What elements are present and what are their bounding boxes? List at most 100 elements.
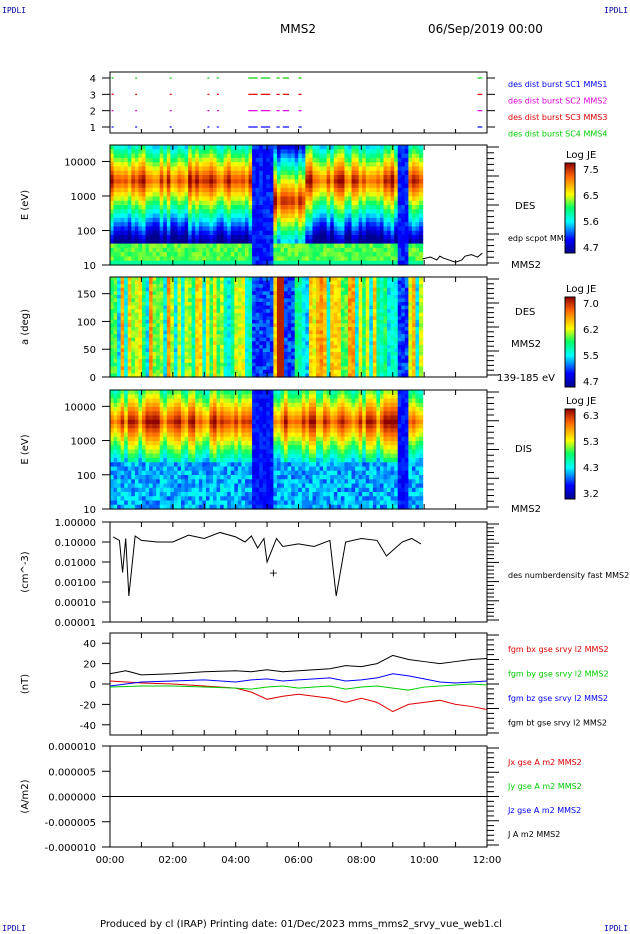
spectrogram-cell	[184, 366, 189, 371]
spectrogram-cell	[255, 243, 260, 249]
spectrogram-cell	[110, 235, 115, 240]
spectrogram-cell	[138, 239, 143, 245]
spectrogram-cell	[237, 348, 243, 353]
spectrogram-cell	[241, 366, 246, 371]
spectrogram-cell	[113, 316, 118, 321]
spectrogram-cell	[237, 287, 243, 292]
spectrogram-cell	[248, 222, 253, 228]
spectrogram-cell	[323, 205, 328, 210]
spectrogram-cell	[159, 355, 164, 360]
spectrogram-cell	[134, 355, 140, 360]
spectrogram-cell	[408, 294, 413, 300]
spectrogram-cell	[170, 309, 175, 314]
spectrogram-cell	[266, 330, 271, 335]
spectrogram-cell	[173, 298, 179, 303]
spectrogram-cell	[117, 213, 122, 219]
spectrogram-cell	[213, 309, 218, 314]
spectrogram-cell	[241, 359, 246, 364]
spectrogram-cell	[227, 179, 232, 185]
spectrogram-cell	[280, 239, 285, 245]
spectrogram-cell	[287, 162, 292, 168]
spectrogram-cell	[177, 334, 182, 339]
spectrogram-cell	[401, 312, 406, 317]
spectrogram-cell	[198, 309, 203, 314]
spectrogram-cell	[259, 166, 264, 172]
spectrogram-cell	[198, 334, 203, 339]
spectrogram-cell	[419, 153, 424, 159]
spectrogram-cell	[124, 362, 129, 367]
spectrogram-cell	[330, 319, 335, 325]
spectrogram-cell	[358, 149, 363, 155]
spectrogram-cell	[316, 337, 321, 342]
spectrogram-cell	[404, 312, 409, 317]
spectrogram-cell	[369, 200, 374, 206]
spectrogram-cell	[326, 175, 331, 180]
spectrogram-cell	[198, 373, 203, 378]
spectrogram-cell	[113, 373, 118, 378]
spectrogram-cell	[326, 162, 331, 168]
spectrogram-cell	[390, 348, 395, 353]
spectrogram-cell	[205, 235, 211, 240]
spectrogram-cell	[305, 309, 310, 314]
spectrogram-cell	[252, 330, 257, 335]
spectrogram-cell	[319, 222, 324, 228]
spectrogram-cell	[113, 230, 118, 236]
spectrogram-cell	[294, 192, 299, 198]
spectrogram-cell	[404, 291, 409, 296]
spectrogram-cell	[159, 153, 164, 159]
spectrogram-cell	[188, 192, 193, 198]
spectrogram-cell	[355, 355, 360, 360]
spectrogram-cell	[255, 312, 260, 317]
spectrogram-cell	[355, 196, 360, 202]
spectrogram-cell	[355, 230, 360, 236]
spectrogram-cell	[301, 205, 306, 210]
spectrogram-cell	[195, 334, 200, 339]
spectrogram-cell	[333, 157, 338, 163]
spectrogram-cell	[301, 305, 306, 310]
spectrogram-cell	[362, 213, 367, 219]
spectrogram-cell	[152, 352, 157, 357]
spectrogram-cell	[408, 256, 413, 262]
spectrogram-cell	[127, 149, 132, 155]
spectrogram-cell	[362, 294, 367, 300]
spectrogram-cell	[301, 170, 306, 176]
spectrogram-cell	[202, 243, 207, 249]
spectrogram-cell	[145, 157, 150, 163]
spectrogram-cell	[269, 166, 275, 172]
spectrogram-cell	[397, 213, 402, 219]
spectrogram-cell	[379, 235, 385, 240]
spectrogram-cell	[181, 205, 186, 210]
spectrogram-cell	[248, 337, 253, 342]
spectrogram-cell	[394, 312, 399, 317]
spectrogram-cell	[340, 330, 346, 335]
spectrogram-cell	[394, 309, 399, 314]
spectrogram-cell	[273, 209, 278, 215]
spectrogram-cell	[394, 226, 399, 232]
spectrogram-cell	[213, 291, 218, 296]
spectrogram-cell	[255, 200, 260, 206]
spectrogram-cell	[351, 149, 356, 155]
spectrogram-cell	[220, 192, 225, 198]
spectrogram-cell	[248, 280, 253, 285]
spectrogram-cell	[259, 192, 264, 198]
spectrogram-cell	[216, 362, 221, 367]
spectrogram-cell	[198, 235, 203, 240]
spectrogram-cell	[163, 157, 168, 163]
spectrogram-cell	[284, 187, 289, 193]
spectrogram-cell	[127, 145, 132, 150]
spectrogram-cell	[113, 260, 118, 266]
spectrogram-cell	[181, 252, 186, 258]
spectrogram-cell	[298, 294, 303, 300]
spectrogram-cell	[280, 323, 285, 328]
spectrogram-cell	[273, 284, 278, 289]
spectrogram-cell	[394, 145, 399, 150]
spectrogram-cell	[131, 260, 136, 266]
spectrogram-cell	[291, 235, 296, 240]
spectrogram-cell	[248, 200, 253, 206]
spectrogram-cell	[326, 213, 331, 219]
spectrogram-cell	[376, 316, 381, 321]
spectrogram-cell	[372, 200, 378, 206]
spectrogram-cell	[287, 323, 292, 328]
spectrogram-cell	[248, 287, 253, 292]
